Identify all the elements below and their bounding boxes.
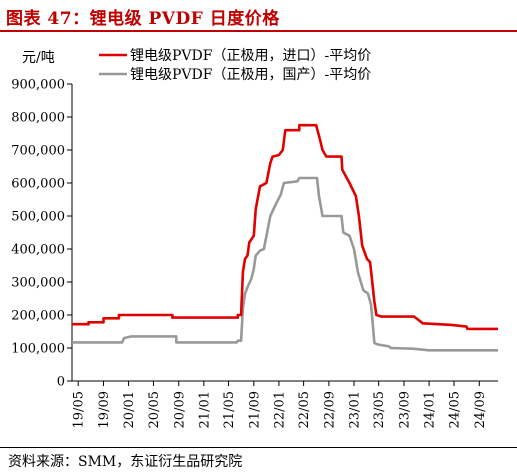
- x-tick-label: 21/09: [247, 391, 262, 428]
- y-tick-label: 200,000: [11, 309, 65, 324]
- x-tick-label: 19/09: [97, 391, 112, 428]
- y-axis-unit-label: 元/吨: [22, 50, 55, 66]
- y-tick-label: 600,000: [11, 177, 65, 192]
- x-tick-label: 19/05: [72, 391, 87, 428]
- y-tick-label: 900,000: [11, 78, 65, 93]
- y-axis: 0 100,000 200,000 300,000 400,000 500,000 600,…: [11, 78, 73, 390]
- title-rule: [0, 30, 517, 32]
- y-tick-label: 0: [57, 375, 65, 390]
- series-line-domestic: [72, 176, 498, 352]
- x-tick-label: 21/01: [197, 391, 212, 428]
- legend-label-domestic: 锂电级PVDF（正极用，国产）-平均价: [130, 67, 371, 83]
- y-tick-label: 700,000: [11, 144, 65, 159]
- series-lines: [72, 123, 498, 352]
- legend-label-import: 锂电级PVDF（正极用，进口）-平均价: [130, 48, 371, 64]
- y-tick-label: 400,000: [11, 243, 65, 258]
- x-tick-label: 23/05: [372, 391, 387, 428]
- x-tick-label: 20/05: [147, 391, 162, 428]
- x-tick-label: 22/01: [272, 391, 287, 428]
- x-tick-label: 24/01: [423, 391, 438, 428]
- series-line-import: [72, 123, 498, 331]
- y-tick-label: 500,000: [11, 210, 65, 225]
- x-tick-label: 20/09: [172, 391, 187, 428]
- x-tick-label: 22/05: [297, 391, 312, 428]
- y-tick-label: 100,000: [11, 342, 65, 357]
- x-axis: 19/05 19/09 20/01 20/05 20/09 21/01 21/05 21/09…: [72, 380, 498, 428]
- x-tick-label: 22/09: [322, 391, 337, 428]
- x-tick-label: 23/09: [397, 391, 412, 428]
- x-tick-label: 24/09: [473, 391, 488, 428]
- x-tick-label: 23/01: [348, 391, 363, 428]
- figure-title: 图表 47：锂电级 PVDF 日度价格: [6, 9, 280, 29]
- source-rule: [0, 447, 517, 448]
- y-tick-label: 800,000: [11, 111, 65, 126]
- x-tick-label: 21/05: [222, 391, 237, 428]
- source-note: 资料来源：SMM，东证衍生品研究院: [8, 454, 243, 470]
- x-tick-label: 20/01: [122, 391, 137, 428]
- x-tick-label: 24/05: [447, 391, 462, 428]
- legend: 锂电级PVDF（正极用，进口）-平均价 锂电级PVDF（正极用，国产）-平均价: [99, 48, 371, 83]
- y-tick-label: 300,000: [11, 276, 65, 291]
